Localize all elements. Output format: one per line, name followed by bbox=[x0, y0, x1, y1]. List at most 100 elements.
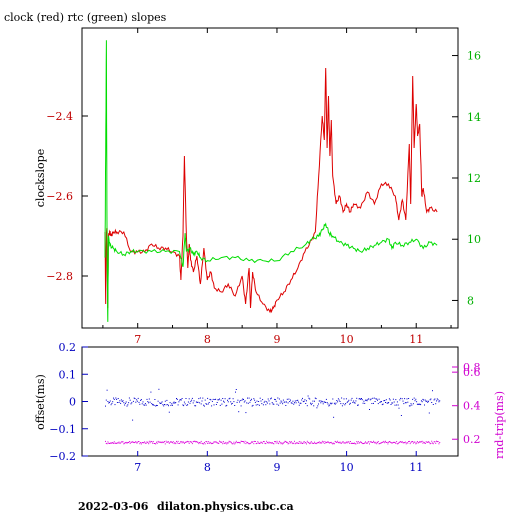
rndtrip-point bbox=[345, 442, 347, 444]
offset-point bbox=[247, 397, 248, 399]
rndtrip-point bbox=[219, 441, 221, 443]
rndtrip-point bbox=[262, 442, 264, 444]
offset-point bbox=[314, 400, 315, 402]
offset-point bbox=[227, 399, 228, 401]
rndtrip-point bbox=[395, 442, 397, 444]
offset-point bbox=[380, 401, 382, 403]
rndtrip-point bbox=[278, 443, 280, 445]
offset-point bbox=[176, 398, 177, 399]
offset-point bbox=[369, 409, 370, 410]
rndtrip-point bbox=[128, 441, 130, 443]
rndtrip-point bbox=[166, 441, 168, 443]
rndtrip-point bbox=[428, 441, 430, 443]
offset-point bbox=[108, 402, 110, 404]
rndtrip-point bbox=[153, 443, 155, 444]
offset-point bbox=[363, 400, 365, 402]
rndtrip-point bbox=[257, 441, 259, 443]
offset-point bbox=[229, 397, 231, 399]
rndtrip-point bbox=[215, 441, 217, 443]
rndtrip-point bbox=[419, 441, 421, 443]
offset-point bbox=[346, 401, 348, 403]
offset-point bbox=[169, 402, 171, 404]
offset-point bbox=[381, 404, 383, 406]
rndtrip-point bbox=[421, 440, 423, 442]
offset-point bbox=[168, 411, 170, 413]
rndtrip-point bbox=[154, 443, 156, 444]
rndtrip-point bbox=[260, 441, 262, 443]
rndtrip-point bbox=[128, 442, 130, 443]
offset-point bbox=[222, 398, 224, 399]
rndtrip-point bbox=[317, 442, 319, 444]
offset-point bbox=[386, 402, 388, 404]
rndtrip-point bbox=[396, 443, 398, 445]
rndtrip-point bbox=[182, 441, 184, 443]
offset-point bbox=[124, 402, 126, 404]
offset-point bbox=[207, 403, 209, 405]
offset-point bbox=[168, 405, 169, 407]
offset-point bbox=[226, 404, 228, 406]
rndtrip-point bbox=[435, 442, 437, 444]
offset-point bbox=[109, 400, 111, 402]
rndtrip-point bbox=[275, 442, 277, 444]
rndtrip-point bbox=[311, 442, 313, 444]
rndtrip-point bbox=[318, 442, 319, 444]
offset-point bbox=[385, 399, 387, 401]
rndtrip-point bbox=[294, 440, 295, 442]
rndtrip-point bbox=[305, 442, 307, 443]
rndtrip-point bbox=[285, 441, 287, 443]
offset-point bbox=[216, 402, 218, 403]
offset-point bbox=[257, 404, 259, 406]
top-y-axis-label: clockslope bbox=[34, 149, 47, 207]
offset-point bbox=[321, 401, 323, 403]
rndtrip-point bbox=[193, 440, 195, 442]
offset-point bbox=[344, 404, 346, 406]
rndtrip-point bbox=[111, 442, 113, 444]
rndtrip-point bbox=[355, 443, 357, 445]
rndtrip-point bbox=[302, 442, 304, 444]
offset-point bbox=[310, 402, 311, 404]
offset-point bbox=[392, 398, 394, 400]
rndtrip-point bbox=[163, 441, 165, 443]
rndtrip-point bbox=[341, 442, 343, 444]
rndtrip-point bbox=[429, 443, 431, 445]
offset-point bbox=[256, 400, 258, 402]
rndtrip-point bbox=[172, 441, 174, 443]
rndtrip-point bbox=[224, 442, 226, 444]
offset-point bbox=[313, 405, 315, 407]
rndtrip-point bbox=[262, 441, 264, 442]
rndtrip-point bbox=[309, 443, 311, 445]
offset-point bbox=[151, 403, 153, 405]
offset-point bbox=[401, 398, 403, 400]
offset-point bbox=[141, 403, 143, 405]
rndtrip-point bbox=[409, 443, 411, 445]
rndtrip-point bbox=[160, 441, 161, 443]
offset-point bbox=[332, 398, 334, 400]
rndtrip-point bbox=[206, 441, 208, 443]
rndtrip-point bbox=[303, 441, 305, 442]
rndtrip-point bbox=[365, 441, 366, 443]
offset-point bbox=[365, 399, 366, 401]
rndtrip-point bbox=[205, 441, 207, 442]
rndtrip-point bbox=[270, 442, 272, 444]
offset-point bbox=[390, 404, 392, 405]
rndtrip-point bbox=[283, 441, 285, 443]
offset-point bbox=[125, 401, 127, 403]
offset-point bbox=[105, 405, 106, 407]
offset-point bbox=[357, 404, 359, 406]
offset-point bbox=[285, 405, 287, 406]
bottom-y-tick-label: 0 bbox=[69, 396, 76, 409]
top-y2-tick-label: 16 bbox=[467, 50, 481, 63]
offset-point bbox=[317, 405, 319, 407]
rndtrip-point bbox=[255, 443, 257, 445]
rndtrip-point bbox=[145, 442, 147, 444]
rndtrip-point bbox=[245, 443, 247, 445]
offset-point bbox=[197, 401, 199, 403]
offset-point bbox=[347, 401, 349, 402]
rndtrip-point bbox=[148, 443, 150, 445]
rndtrip-point bbox=[314, 442, 316, 444]
rndtrip-point bbox=[263, 441, 265, 443]
rndtrip-point bbox=[397, 443, 399, 445]
offset-point bbox=[195, 401, 197, 403]
offset-point bbox=[366, 400, 368, 402]
